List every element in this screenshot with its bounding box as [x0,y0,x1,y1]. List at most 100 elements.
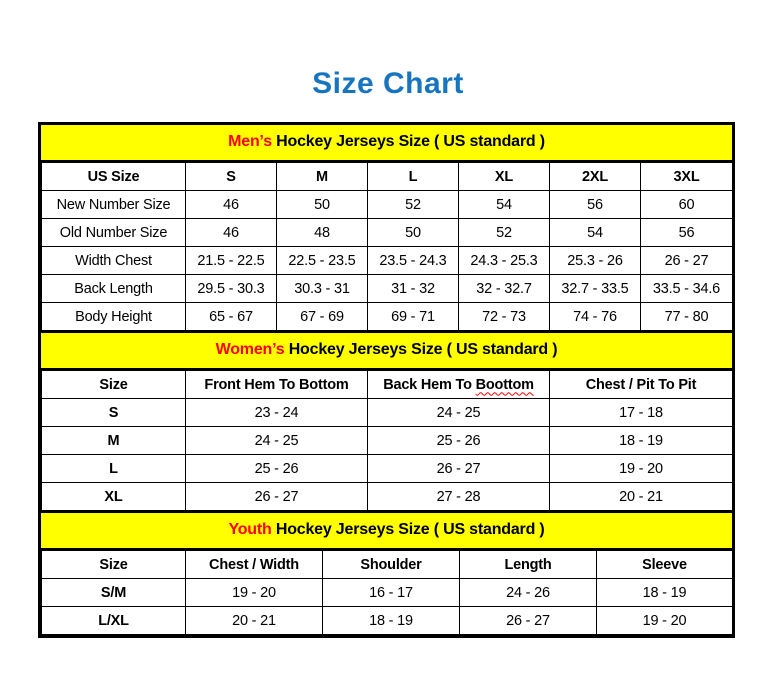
size-value-cell: 21.5 - 22.5 [185,246,277,275]
table-row: Old Number Size 46 48 50 52 54 56 [41,218,733,247]
size-value-cell: 26 - 27 [640,246,733,275]
womens-section-title: Hockey Jerseys Size ( US standard ) [284,341,558,358]
size-value-cell: 32 - 32.7 [458,274,550,303]
size-value-cell: 46 [185,190,277,219]
row-label: Old Number Size [41,218,186,247]
column-header: Front Hem To Bottom [185,370,368,399]
table-row: S 23 - 24 24 - 25 17 - 18 [41,398,733,427]
size-value-cell: 30.3 - 31 [276,274,368,303]
size-value-cell: 16 - 17 [322,578,460,607]
size-value-cell: 48 [276,218,368,247]
row-label: Body Height [41,302,186,331]
mens-header-row: US Size S M L XL 2XL 3XL [41,162,733,191]
size-value-cell: 50 [276,190,368,219]
table-row: L/XL 20 - 21 18 - 19 26 - 27 19 - 20 [41,606,733,635]
size-value-cell: 60 [640,190,733,219]
column-header: Size [41,370,186,399]
table-row: New Number Size 46 50 52 54 56 60 [41,190,733,219]
row-label: New Number Size [41,190,186,219]
size-value-cell: 65 - 67 [185,302,277,331]
page-title: Size Chart [312,67,464,100]
womens-header-row: Size Front Hem To Bottom Back Hem To Boo… [41,370,733,399]
size-value-cell: 24.3 - 25.3 [458,246,550,275]
size-value-cell: 72 - 73 [458,302,550,331]
youth-section-highlight: Youth [228,521,272,538]
mens-size-table: US Size S M L XL 2XL 3XL New Number Size… [41,162,733,331]
mens-section-header: Men’s Hockey Jerseys Size ( US standard … [41,125,732,162]
size-value-cell: 50 [367,218,459,247]
size-value-cell: 25 - 26 [185,454,368,483]
column-header: Chest / Pit To Pit [549,370,733,399]
size-value-cell: 26 - 27 [367,454,550,483]
size-value-cell: 56 [640,218,733,247]
size-value-cell: 25.3 - 26 [549,246,641,275]
column-header: Sleeve [596,550,733,579]
column-header-text: Back Hem To [383,376,476,393]
womens-section-highlight: Women’s [215,341,285,358]
size-chart-table: Men’s Hockey Jerseys Size ( US standard … [38,122,735,638]
column-header: 3XL [640,162,733,191]
table-row: Body Height 65 - 67 67 - 69 69 - 71 72 -… [41,302,733,331]
row-label: XL [41,482,186,511]
column-header: L [367,162,459,191]
size-value-cell: 22.5 - 23.5 [276,246,368,275]
table-row: M 24 - 25 25 - 26 18 - 19 [41,426,733,455]
size-value-cell: 18 - 19 [549,426,733,455]
size-value-cell: 24 - 26 [459,578,597,607]
table-row: L 25 - 26 26 - 27 19 - 20 [41,454,733,483]
youth-header-row: Size Chest / Width Shoulder Length Sleev… [41,550,733,579]
mens-section-highlight: Men’s [228,133,272,150]
size-value-cell: 77 - 80 [640,302,733,331]
size-value-cell: 56 [549,190,641,219]
misspelled-word-spellcheck-underline: Boottom [475,376,534,393]
table-row: S/M 19 - 20 16 - 17 24 - 26 18 - 19 [41,578,733,607]
size-value-cell: 46 [185,218,277,247]
size-value-cell: 52 [458,218,550,247]
row-label: Width Chest [41,246,186,275]
size-value-cell: 31 - 32 [367,274,459,303]
column-header: 2XL [549,162,641,191]
column-header: Chest / Width [185,550,323,579]
table-row: XL 26 - 27 27 - 28 20 - 21 [41,482,733,511]
size-value-cell: 20 - 21 [185,606,323,635]
size-value-cell: 17 - 18 [549,398,733,427]
column-header: XL [458,162,550,191]
size-value-cell: 25 - 26 [367,426,550,455]
size-value-cell: 54 [458,190,550,219]
size-value-cell: 26 - 27 [459,606,597,635]
column-header: Back Hem To Boottom [367,370,550,399]
size-value-cell: 20 - 21 [549,482,733,511]
row-label: S/M [41,578,186,607]
size-value-cell: 24 - 25 [367,398,550,427]
size-value-cell: 23 - 24 [185,398,368,427]
size-value-cell: 19 - 20 [596,606,733,635]
mens-section-title: Hockey Jerseys Size ( US standard ) [271,133,545,150]
size-value-cell: 18 - 19 [596,578,733,607]
size-value-cell: 32.7 - 33.5 [549,274,641,303]
womens-section-header: Women’s Hockey Jerseys Size ( US standar… [41,331,732,370]
size-value-cell: 54 [549,218,641,247]
row-label: S [41,398,186,427]
column-header: US Size [41,162,186,191]
youth-section-title: Hockey Jerseys Size ( US standard ) [271,521,545,538]
size-value-cell: 74 - 76 [549,302,641,331]
row-label: L/XL [41,606,186,635]
table-row: Width Chest 21.5 - 22.5 22.5 - 23.5 23.5… [41,246,733,275]
youth-size-table: Size Chest / Width Shoulder Length Sleev… [41,550,733,635]
row-label: L [41,454,186,483]
row-label: M [41,426,186,455]
size-value-cell: 26 - 27 [185,482,368,511]
size-value-cell: 19 - 20 [185,578,323,607]
size-value-cell: 27 - 28 [367,482,550,511]
column-header: S [185,162,277,191]
size-value-cell: 29.5 - 30.3 [185,274,277,303]
size-value-cell: 18 - 19 [322,606,460,635]
column-header: Shoulder [322,550,460,579]
row-label: Back Length [41,274,186,303]
size-value-cell: 19 - 20 [549,454,733,483]
womens-size-table: Size Front Hem To Bottom Back Hem To Boo… [41,370,733,511]
column-header: Size [41,550,186,579]
size-value-cell: 52 [367,190,459,219]
size-value-cell: 24 - 25 [185,426,368,455]
size-value-cell: 33.5 - 34.6 [640,274,733,303]
